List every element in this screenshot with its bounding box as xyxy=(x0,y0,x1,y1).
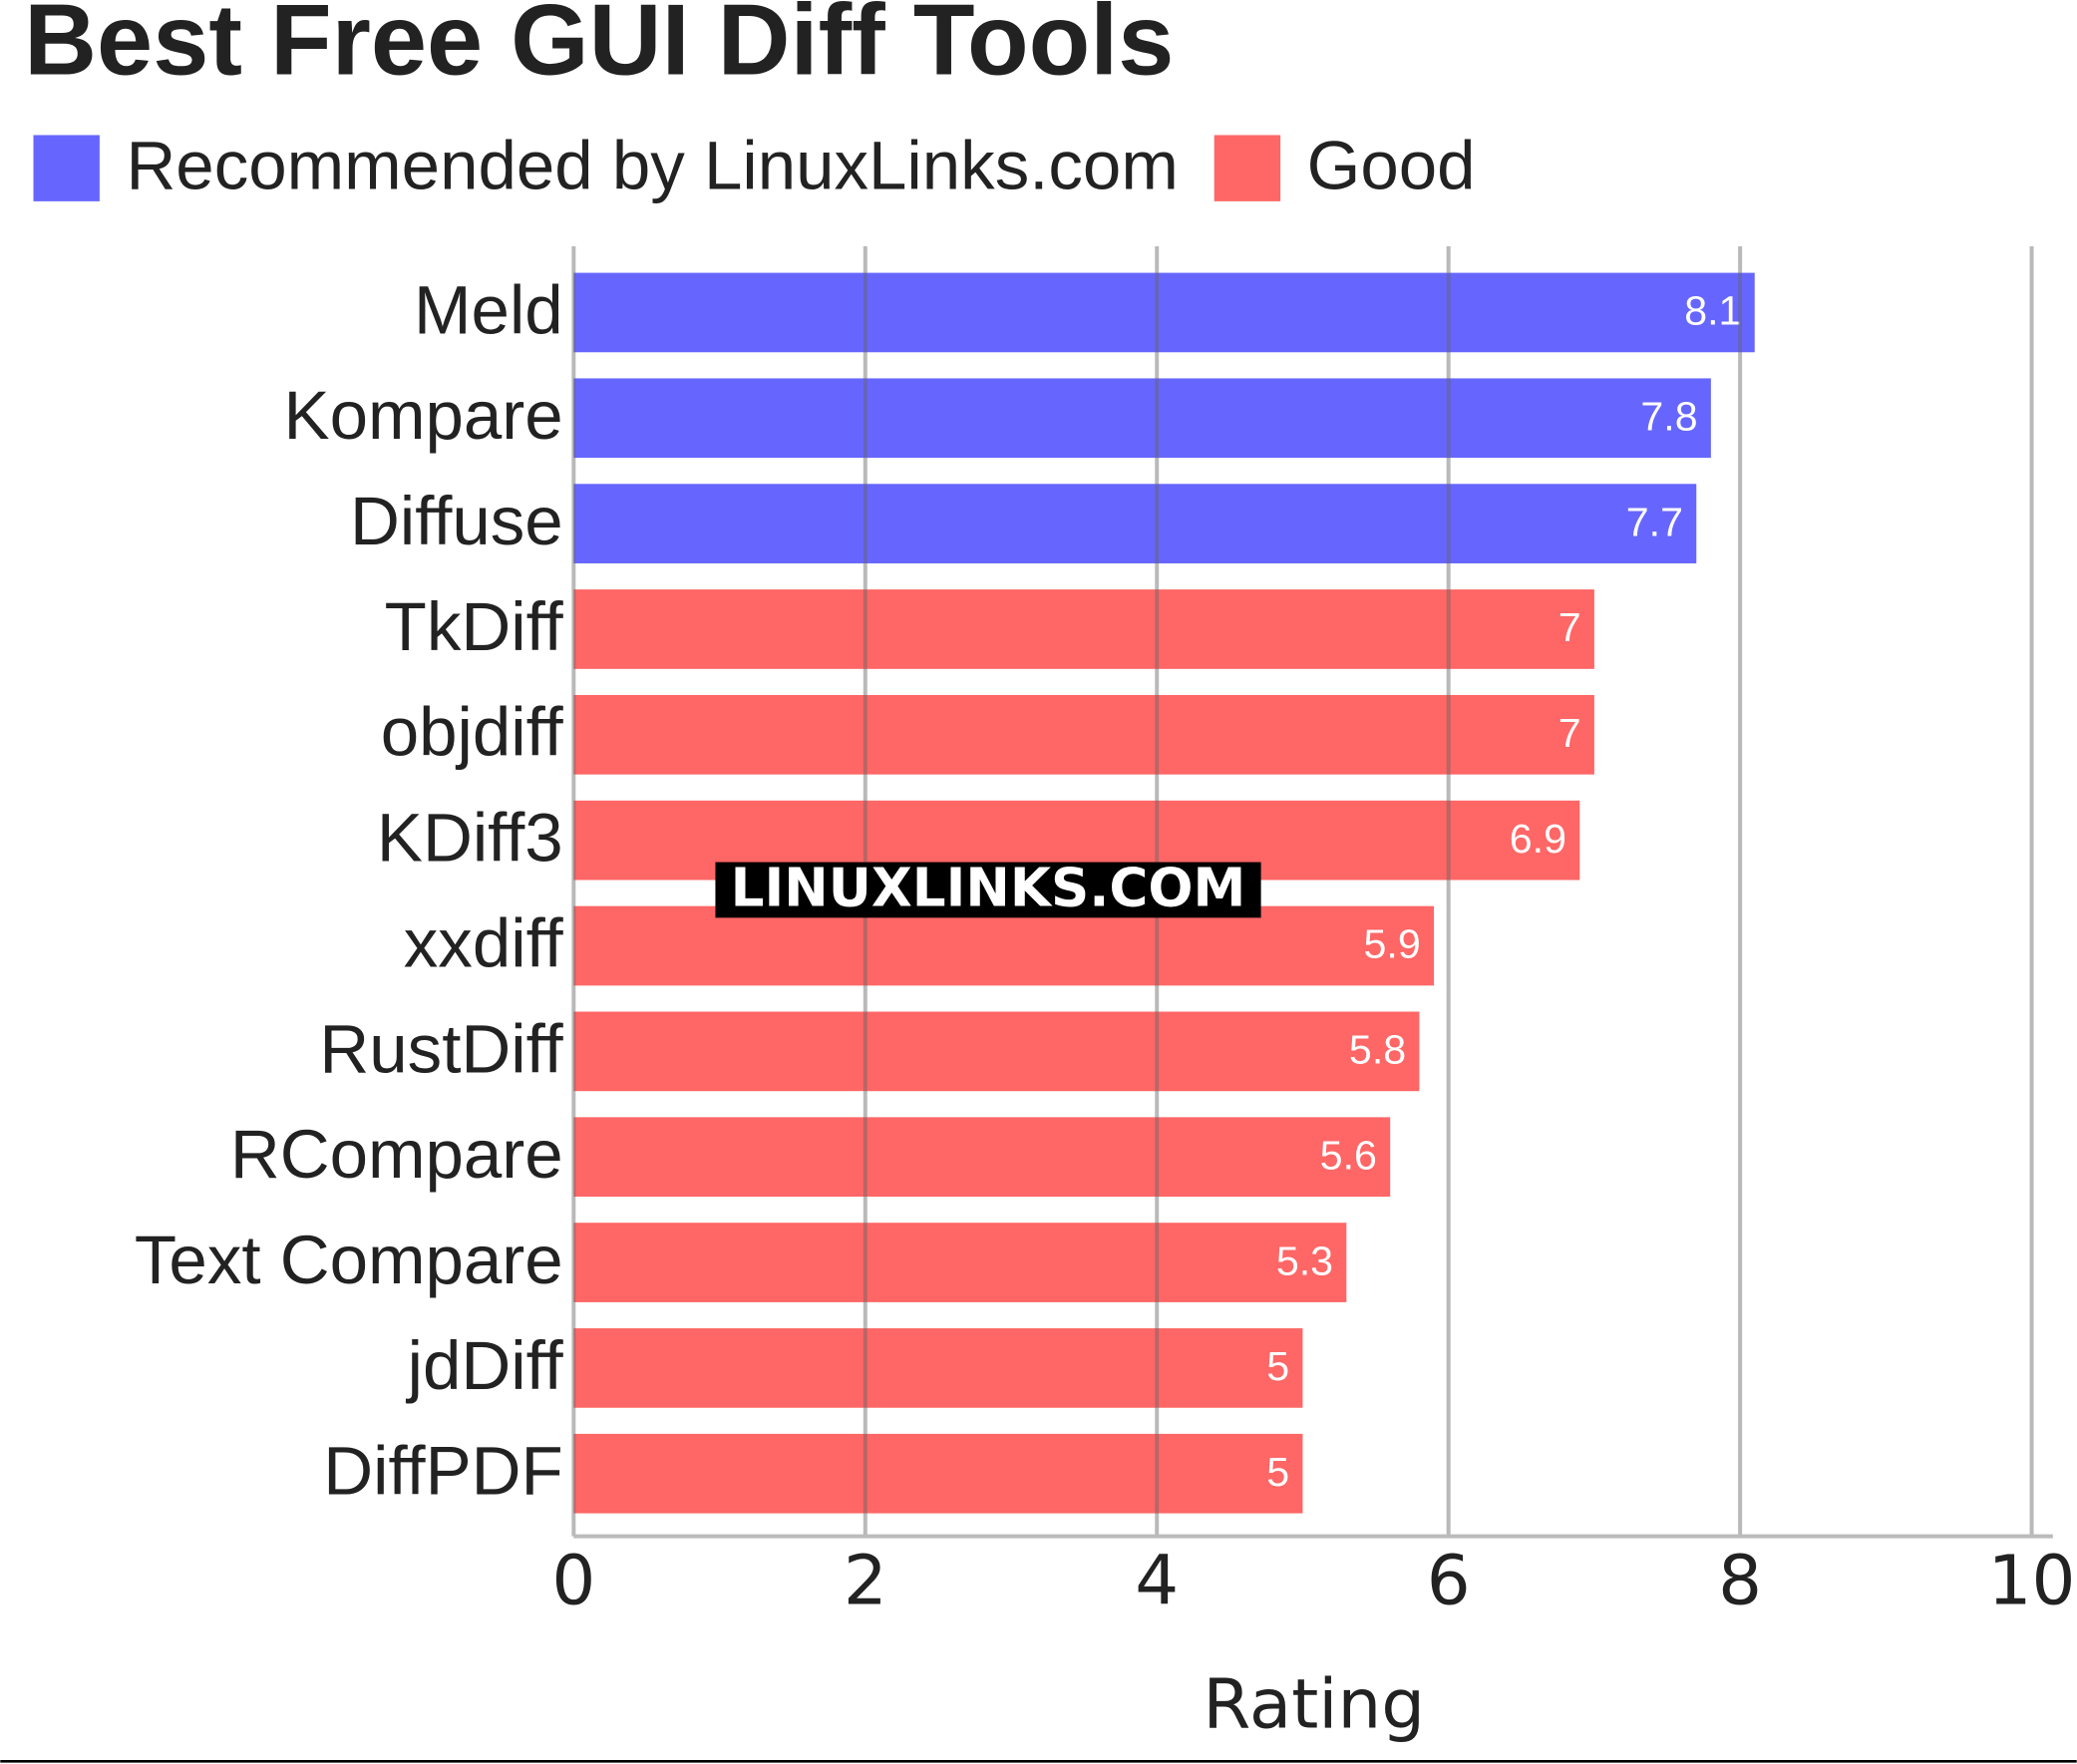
legend-swatch xyxy=(33,135,100,201)
y-tick-label: Diffuse xyxy=(350,482,563,559)
y-tick-label: DiffPDF xyxy=(323,1432,562,1510)
value-label: 5.8 xyxy=(1349,1027,1406,1073)
x-axis-label: Rating xyxy=(1203,1664,1425,1744)
bar xyxy=(573,905,1435,986)
y-tick-label: Kompare xyxy=(284,376,563,454)
legend-swatch xyxy=(1213,135,1281,201)
y-tick-label: xxdiff xyxy=(404,903,564,981)
bar xyxy=(573,694,1594,775)
bar xyxy=(573,589,1594,669)
bar xyxy=(573,1328,1303,1408)
value-label: 7 xyxy=(1558,710,1581,756)
y-tick-label: RustDiff xyxy=(319,1009,563,1087)
y-tick-label: TkDiff xyxy=(385,587,564,665)
bar xyxy=(573,484,1697,563)
x-tick-label: 6 xyxy=(1427,1542,1471,1621)
value-label: 7.7 xyxy=(1626,499,1683,544)
x-tick-label: 2 xyxy=(844,1542,887,1621)
chart-title: Best Free GUI Diff Tools xyxy=(24,0,1174,96)
y-tick-label: Meld xyxy=(414,270,563,348)
value-label: 5.6 xyxy=(1320,1132,1377,1178)
bar xyxy=(573,272,1755,353)
y-tick-label: Text Compare xyxy=(135,1221,563,1298)
value-label: 5 xyxy=(1266,1449,1289,1495)
value-label: 8.1 xyxy=(1684,288,1741,334)
x-tick-label: 10 xyxy=(1988,1542,2076,1621)
watermark-box xyxy=(715,862,1261,918)
legend-label: Recommended by LinuxLinks.com xyxy=(126,127,1178,204)
bar xyxy=(573,1223,1347,1302)
bar xyxy=(573,378,1711,459)
value-label: 5.3 xyxy=(1276,1237,1333,1283)
bar xyxy=(573,1011,1420,1092)
legend-label: Good xyxy=(1307,127,1476,204)
value-label: 7.8 xyxy=(1640,393,1697,439)
value-label: 7 xyxy=(1558,604,1581,650)
y-tick-label: KDiff3 xyxy=(377,799,563,877)
watermark: LINUXLINKS.COM xyxy=(731,857,1246,918)
x-tick-label: 0 xyxy=(551,1542,595,1621)
bar xyxy=(573,1117,1391,1198)
value-label: 5 xyxy=(1266,1343,1289,1389)
value-label: 5.9 xyxy=(1364,921,1421,967)
y-tick-label: jdDiff xyxy=(406,1326,564,1404)
y-tick-label: objdiff xyxy=(381,693,564,771)
y-tick-label: RCompare xyxy=(230,1115,563,1193)
x-tick-label: 4 xyxy=(1135,1542,1179,1621)
bar xyxy=(573,1433,1303,1514)
value-label: 6.9 xyxy=(1510,816,1566,862)
x-tick-label: 8 xyxy=(1718,1542,1762,1621)
